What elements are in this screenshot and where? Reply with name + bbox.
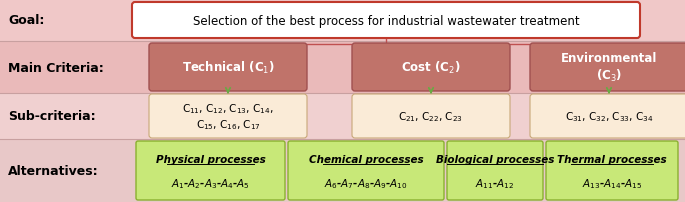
Text: Technical (C$_1$): Technical (C$_1$) xyxy=(182,60,275,76)
Text: C$_{31}$, C$_{32}$, C$_{33}$, C$_{34}$: C$_{31}$, C$_{32}$, C$_{33}$, C$_{34}$ xyxy=(564,109,653,123)
Text: $A_{13}$-$A_{14}$-$A_{15}$: $A_{13}$-$A_{14}$-$A_{15}$ xyxy=(582,176,642,190)
Text: Biological processes: Biological processes xyxy=(436,154,554,164)
Text: $A_6$-$A_7$-$A_8$-$A_9$-$A_{10}$: $A_6$-$A_7$-$A_8$-$A_9$-$A_{10}$ xyxy=(324,176,408,190)
Text: Alternatives:: Alternatives: xyxy=(8,165,99,178)
Text: Cost (C$_2$): Cost (C$_2$) xyxy=(401,60,461,76)
Text: Chemical processes: Chemical processes xyxy=(309,154,423,164)
Text: Selection of the best process for industrial wastewater treatment: Selection of the best process for indust… xyxy=(192,14,580,27)
Text: Physical processes: Physical processes xyxy=(155,154,265,164)
FancyBboxPatch shape xyxy=(530,95,685,138)
FancyBboxPatch shape xyxy=(288,141,444,200)
Text: Goal:: Goal: xyxy=(8,14,45,27)
FancyBboxPatch shape xyxy=(530,44,685,92)
Text: Sub-criteria:: Sub-criteria: xyxy=(8,110,96,123)
Text: C$_{21}$, C$_{22}$, C$_{23}$: C$_{21}$, C$_{22}$, C$_{23}$ xyxy=(399,109,464,123)
FancyBboxPatch shape xyxy=(149,95,307,138)
Text: C$_{11}$, C$_{12}$, C$_{13}$, C$_{14}$,
C$_{15}$, C$_{16}$, C$_{17}$: C$_{11}$, C$_{12}$, C$_{13}$, C$_{14}$, … xyxy=(182,102,274,131)
FancyBboxPatch shape xyxy=(132,3,640,39)
FancyBboxPatch shape xyxy=(352,95,510,138)
FancyBboxPatch shape xyxy=(546,141,678,200)
Text: Thermal processes: Thermal processes xyxy=(557,154,667,164)
Bar xyxy=(0,42,685,94)
Text: Environmental
(C$_3$): Environmental (C$_3$) xyxy=(561,52,657,83)
Bar xyxy=(0,0,685,42)
Bar xyxy=(0,139,685,202)
FancyBboxPatch shape xyxy=(136,141,285,200)
FancyBboxPatch shape xyxy=(447,141,543,200)
Text: Main Criteria:: Main Criteria: xyxy=(8,61,103,74)
FancyBboxPatch shape xyxy=(149,44,307,92)
FancyBboxPatch shape xyxy=(352,44,510,92)
Bar xyxy=(0,94,685,139)
Text: $A_1$-$A_2$-$A_3$-$A_4$-$A_5$: $A_1$-$A_2$-$A_3$-$A_4$-$A_5$ xyxy=(171,176,250,190)
Text: $A_{11}$-$A_{12}$: $A_{11}$-$A_{12}$ xyxy=(475,176,514,190)
